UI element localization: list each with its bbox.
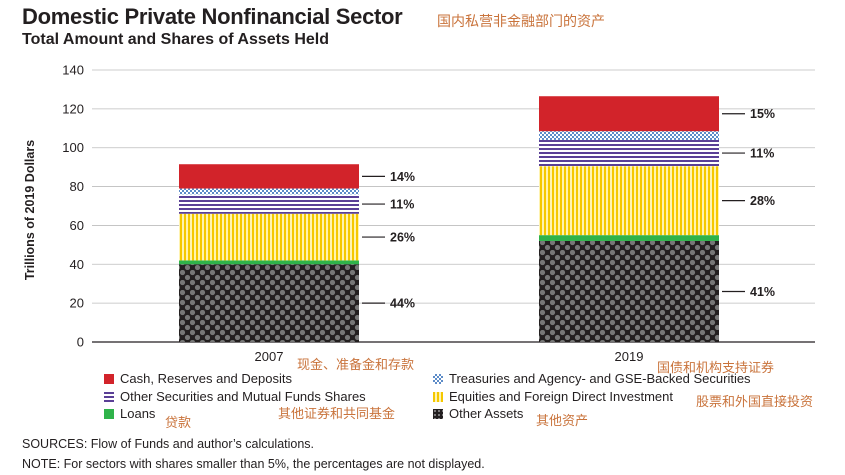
y-tick-label: 0	[77, 335, 84, 350]
legend-item-other-securities: Other Securities and Mutual Funds Shares	[104, 389, 366, 404]
bar-segment-other-assets-2019	[539, 240, 719, 342]
legend-label-cash: Cash, Reserves and Deposits	[120, 371, 292, 386]
bar-segment-treasuries-and-agency-and-gse-backed-securities-2019	[539, 131, 719, 140]
y-tick-label: 100	[62, 140, 84, 155]
legend-swatch-other-securities	[104, 391, 114, 402]
bar-segment-cash-reserves-and-deposits-2007	[179, 164, 359, 189]
share-label: 26%	[390, 231, 415, 245]
share-label: 14%	[390, 170, 415, 184]
legend-item-other-assets: Other Assets	[433, 406, 523, 421]
legend-item-treasuries: Treasuries and Agency- and GSE-Backed Se…	[433, 371, 751, 386]
other-assets-annotation-cn: 其他资产	[536, 414, 589, 429]
chart-subtitle: Total Amount and Shares of Assets Held	[22, 31, 330, 48]
legend-swatch-equities	[433, 391, 443, 402]
legend-swatch-treasuries	[433, 373, 443, 384]
share-label: 41%	[750, 285, 775, 299]
sources-note: SOURCES: Flow of Funds and author’s calc…	[22, 437, 315, 451]
y-axis-label: Trillions of 2019 Dollars	[23, 140, 37, 280]
legend-swatch-loans	[104, 408, 114, 419]
legend-item-equities: Equities and Foreign Direct Investment	[433, 389, 673, 404]
bar-segment-other-securities-and-mutual-funds-shares-2019	[539, 139, 719, 167]
legend-label-treasuries: Treasuries and Agency- and GSE-Backed Se…	[449, 371, 751, 386]
chart-title: Domestic Private Nonfinancial Sector	[22, 4, 403, 29]
y-tick-label: 60	[70, 218, 84, 233]
loans-annotation-cn: 贷款	[165, 416, 192, 431]
bar-segment-cash-reserves-and-deposits-2019	[539, 96, 719, 132]
equities-annotation-cn: 股票和外国直接投资	[696, 395, 814, 410]
bar-segment-equities-and-foreign-direct-investment-2019	[539, 166, 719, 236]
bar-segment-treasuries-and-agency-and-gse-backed-securities-2007	[179, 188, 359, 195]
y-tick-label: 140	[62, 63, 84, 78]
legend-swatch-other-assets	[433, 408, 443, 419]
legend-label-other-securities: Other Securities and Mutual Funds Shares	[120, 389, 366, 404]
legend-label-equities: Equities and Foreign Direct Investment	[449, 389, 673, 404]
footnote: NOTE: For sectors with shares smaller th…	[22, 457, 485, 471]
share-label: 11%	[390, 198, 414, 212]
bar-segment-other-assets-2007	[179, 264, 359, 342]
share-label: 28%	[750, 194, 775, 208]
legend-item-cash: Cash, Reserves and Deposits	[104, 371, 292, 386]
y-tick-label: 20	[70, 296, 84, 311]
share-label: 44%	[390, 297, 415, 311]
y-tick-label: 40	[70, 257, 84, 272]
y-tick-label: 120	[62, 101, 84, 116]
bar-segment-loans-2019	[539, 235, 719, 241]
legend-swatch-cash	[104, 373, 114, 384]
bar-segment-equities-and-foreign-direct-investment-2007	[179, 213, 359, 261]
chart-title-cn: 国内私营非金融部门的资产	[437, 14, 605, 30]
treasuries-annotation-cn: 国债和机构支持证券	[657, 361, 775, 376]
share-label: 15%	[750, 107, 775, 121]
cash-annotation-cn: 现金、准备金和存款	[297, 358, 415, 373]
legend-label-other-assets: Other Assets	[449, 406, 524, 421]
x-tick-label: 2007	[255, 349, 284, 364]
legend-label-loans: Loans	[120, 406, 156, 421]
other-securities-annotation-cn: 其他证券和共同基金	[278, 407, 396, 422]
x-tick-label: 2019	[615, 349, 644, 364]
bar-segment-other-securities-and-mutual-funds-shares-2007	[179, 194, 359, 214]
legend-item-loans: Loans	[104, 406, 155, 421]
bar-segment-loans-2007	[179, 260, 359, 265]
y-tick-label: 80	[70, 179, 84, 194]
share-label: 11%	[750, 147, 774, 161]
